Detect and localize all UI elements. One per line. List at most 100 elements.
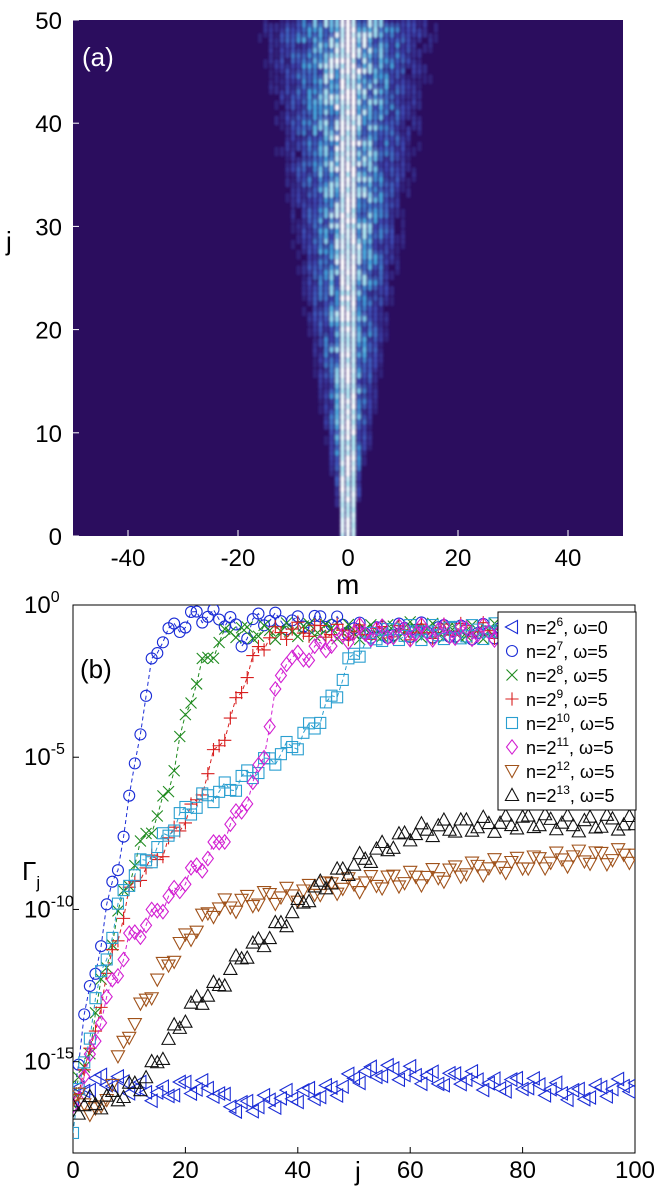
heatmap-cell: [285, 136, 290, 147]
data-point: [413, 815, 429, 830]
heatmap-cell: [422, 64, 428, 74]
data-point: [241, 795, 254, 812]
legend-entry: n=29, ω=5: [505, 687, 608, 710]
x-tick-label: 40: [555, 545, 582, 572]
data-point: [257, 643, 271, 657]
legend-label: n=28, ω=5: [526, 663, 608, 686]
heatmap-cell: [274, 84, 279, 95]
data-point: [145, 827, 158, 840]
data-point: [157, 790, 169, 802]
data-point: [409, 625, 423, 642]
data-point: [432, 621, 445, 638]
heatmap-cell: [395, 20, 400, 28]
data-point: [155, 1079, 169, 1095]
data-point: [514, 1081, 529, 1097]
data-point: [486, 1071, 501, 1087]
data-point: [481, 1075, 495, 1091]
data-point: [520, 862, 536, 877]
data-point: [404, 631, 417, 648]
heatmap-cell: [307, 20, 312, 28]
data-point: [582, 857, 598, 872]
data-point: [486, 824, 503, 838]
data-point: [588, 846, 604, 861]
data-point: [291, 615, 305, 629]
data-point: [201, 850, 215, 867]
heatmap-cell: [400, 218, 406, 229]
data-point: [604, 1081, 619, 1097]
heatmap-cell: [312, 337, 318, 348]
data-point: [520, 1080, 535, 1096]
data-point: [132, 997, 148, 1012]
data-point: [604, 810, 621, 825]
x-tick-label: -40: [111, 545, 146, 572]
data-point: [318, 876, 334, 891]
heatmap-cell: [318, 20, 323, 28]
data-point: [279, 632, 294, 646]
legend-entry: n=210, ω=5: [505, 711, 614, 734]
data-point: [87, 1096, 104, 1111]
data-point: [413, 879, 429, 894]
y-tick-label: 10-15: [24, 1046, 74, 1076]
legend-label: n=213, ω=5: [526, 783, 614, 806]
data-point: [155, 1051, 171, 1066]
data-point: [274, 748, 287, 761]
data-point: [319, 642, 333, 659]
data-point: [380, 842, 396, 857]
heatmap-cell: [400, 131, 406, 142]
data-point: [82, 1088, 98, 1103]
data-point: [627, 848, 635, 863]
data-point: [73, 1094, 81, 1108]
heatmap-cell: [268, 69, 274, 80]
heatmap-cell: [263, 58, 268, 69]
data-point: [560, 860, 576, 875]
data-point: [110, 1050, 126, 1065]
heatmap-cell: [373, 373, 378, 384]
data-point: [239, 949, 255, 964]
heatmap-cell: [406, 177, 411, 188]
data-point: [543, 856, 559, 871]
data-point: [93, 1067, 108, 1083]
heatmap-cell: [433, 33, 439, 44]
heatmap-cell: [411, 58, 417, 69]
data-point: [151, 647, 164, 660]
data-point: [503, 1072, 518, 1088]
data-point: [284, 904, 300, 919]
data-point: [340, 1066, 355, 1082]
data-point: [554, 814, 570, 829]
data-point: [329, 1087, 344, 1104]
heatmap-cell: [274, 33, 279, 44]
data-point: [335, 860, 351, 875]
data-point: [240, 671, 254, 685]
heatmap-cell: [395, 254, 400, 265]
data-point: [140, 689, 153, 702]
data-point: [263, 718, 276, 735]
data-point: [205, 974, 222, 988]
heatmap-cell: [279, 146, 285, 157]
data-point: [256, 938, 272, 953]
heatmap-cell: [312, 358, 318, 369]
data-point: [471, 626, 484, 643]
data-point: [123, 789, 136, 802]
data-point: [190, 678, 203, 690]
data-point: [616, 848, 632, 863]
y-tick-label: 30: [35, 214, 62, 241]
x-tick-label: 100: [615, 1157, 655, 1184]
data-point: [442, 863, 458, 878]
heatmap-cell: [296, 249, 301, 260]
heatmap-cell: [389, 270, 395, 281]
data-point: [335, 1079, 349, 1095]
series-7: [73, 843, 635, 1123]
heatmap-cell: [318, 404, 323, 415]
data-point: [506, 669, 518, 681]
x-tick-label: 40: [284, 1157, 311, 1184]
heatmap-cell: [274, 48, 279, 59]
data-point: [128, 757, 141, 770]
data-point: [301, 893, 317, 908]
heatmap-cell: [417, 20, 422, 28]
x-tick-label: 0: [341, 545, 354, 572]
data-point: [582, 1089, 597, 1106]
heatmap-cell: [389, 20, 395, 28]
heatmap-cell: [411, 20, 417, 28]
data-point: [554, 1085, 568, 1101]
data-point: [252, 607, 265, 620]
